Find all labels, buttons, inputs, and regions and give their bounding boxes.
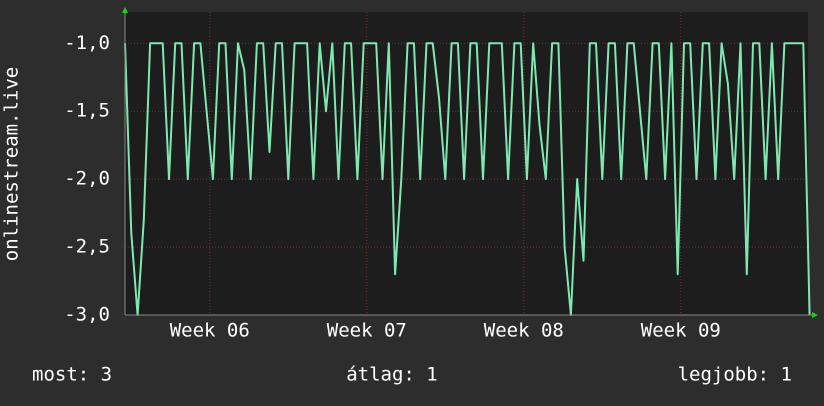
x-tick-label: Week 09	[641, 320, 721, 342]
stat-now: most: 3	[32, 364, 112, 386]
y-axis-label: onlinestream.live	[1, 67, 23, 261]
y-tick-label: -2,0	[64, 168, 110, 190]
x-tick-label: Week 07	[327, 320, 407, 342]
stat-best: legjobb: 1	[678, 364, 792, 386]
data-line	[124, 42, 811, 316]
axis-arrow	[122, 7, 128, 13]
y-tick-label: -1,5	[64, 100, 110, 122]
plot-area	[125, 12, 808, 315]
y-tick-label: -1,0	[64, 32, 110, 54]
x-tick-label: Week 06	[170, 320, 250, 342]
x-tick-label: Week 08	[484, 320, 564, 342]
y-tick-label: -3,0	[64, 304, 110, 326]
y-tick-label: -2,5	[64, 236, 110, 258]
stat-average: átlag: 1	[346, 364, 438, 386]
axis-arrow	[812, 312, 818, 318]
